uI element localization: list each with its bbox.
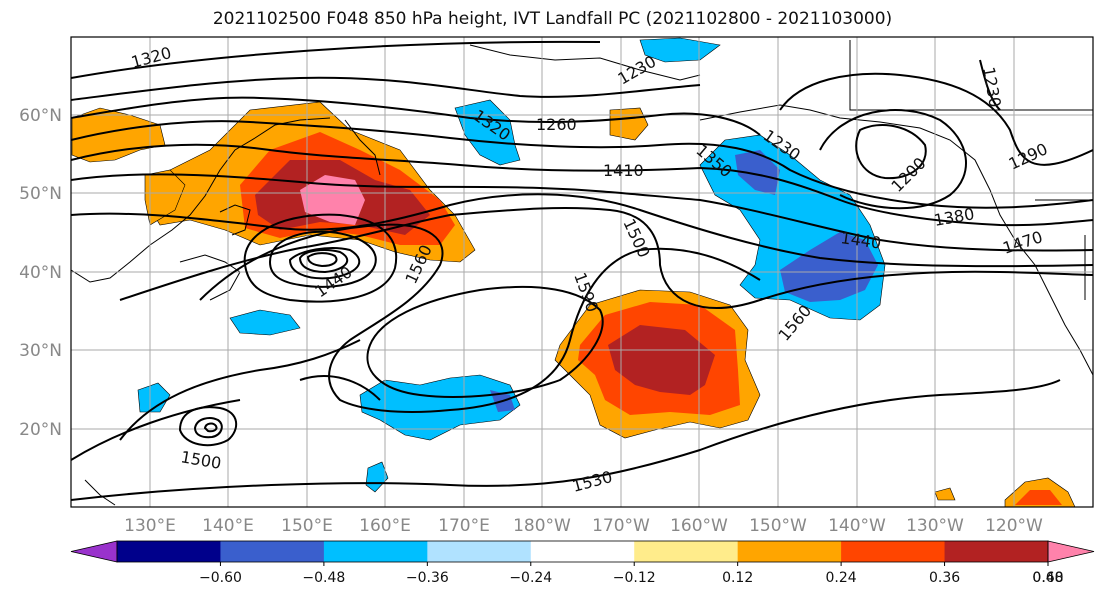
negative-anomaly-sw-2	[137, 382, 171, 413]
colorbar-tick-label: 0.36	[929, 570, 960, 586]
negative-anomaly-gulf-inner-2	[780, 232, 878, 302]
positive-anomaly-small	[934, 487, 956, 501]
lon-label: 160°W	[670, 516, 728, 536]
lon-label: 120°W	[985, 516, 1043, 536]
height-contours	[71, 40, 1093, 501]
negative-anomaly-bering	[454, 99, 521, 166]
colorbar-cell	[737, 541, 842, 562]
colorbar-cell	[220, 541, 325, 562]
contour-label: 1260	[536, 115, 577, 134]
positive-anomaly-subtropical-core	[608, 325, 715, 395]
colorbar-cell	[841, 541, 946, 562]
colorbar-tick-label: −0.36	[406, 570, 449, 586]
lat-label: 60°N	[19, 106, 62, 126]
lat-label: 30°N	[19, 341, 62, 361]
colorbar-tick-label: 0.24	[826, 570, 857, 586]
negative-anomaly-gulf-inner	[735, 150, 780, 195]
colorbar-tick-label: −0.48	[302, 570, 345, 586]
colorbar-tick-label: −0.60	[199, 570, 242, 586]
positive-anomaly-se-inner	[1015, 490, 1062, 505]
colorbar-cell	[530, 541, 635, 562]
longitude-labels: 130°E 140°E 150°E 160°E 170°E 180°W 170°…	[124, 516, 1043, 536]
colorbar-tick-label: −0.24	[509, 570, 552, 586]
lon-label: 170°E	[438, 516, 490, 536]
coastlines	[71, 40, 1093, 506]
negative-anomaly-arctic	[639, 37, 721, 63]
colorbar-cell	[117, 541, 221, 562]
negative-anomaly-sw-1	[229, 309, 301, 336]
lon-label: 150°E	[281, 516, 333, 536]
map-frame	[70, 36, 1094, 508]
colorbar-tick-label: −0.12	[613, 570, 656, 586]
colorbar: −0.60 −0.48 −0.36 −0.24 −0.12 0.12 0.24 0.36 0.4…	[70, 540, 1095, 586]
positive-anomaly-west-2	[144, 169, 186, 226]
lat-label: 40°N	[19, 263, 62, 283]
colorbar-extend-high	[1047, 540, 1095, 563]
lat-label: 20°N	[19, 420, 62, 440]
positive-anomaly-aleutian	[609, 107, 649, 141]
colorbar-tick-label: 0.60	[1032, 570, 1063, 586]
positive-anomaly-japan-peak	[300, 175, 365, 225]
lon-label: 170°W	[592, 516, 650, 536]
contour-label: 1410	[603, 161, 644, 180]
map-title: 2021102500 F048 850 hPa height, IVT Land…	[212, 9, 893, 29]
colorbar-cell	[427, 541, 532, 562]
lon-label: 140°E	[202, 516, 254, 536]
latitude-labels: 60°N 50°N 40°N 30°N 20°N	[19, 106, 62, 440]
lon-label: 150°W	[749, 516, 807, 536]
graticule	[71, 37, 1093, 507]
lon-label: 130°W	[906, 516, 964, 536]
colorbar-extend-low	[70, 540, 118, 563]
lon-label: 140°W	[828, 516, 886, 536]
lon-label: 180°W	[513, 516, 571, 536]
lat-label: 50°N	[19, 184, 62, 204]
lon-label: 160°E	[359, 516, 411, 536]
colorbar-frame	[116, 540, 1049, 563]
lon-label: 130°E	[124, 516, 176, 536]
colorbar-cell	[634, 541, 739, 562]
colorbar-cell	[323, 541, 428, 562]
colorbar-tick-label: 0.48	[1032, 570, 1063, 586]
colorbar-cell	[944, 541, 1049, 562]
colorbar-tick-label: 0.12	[722, 570, 753, 586]
